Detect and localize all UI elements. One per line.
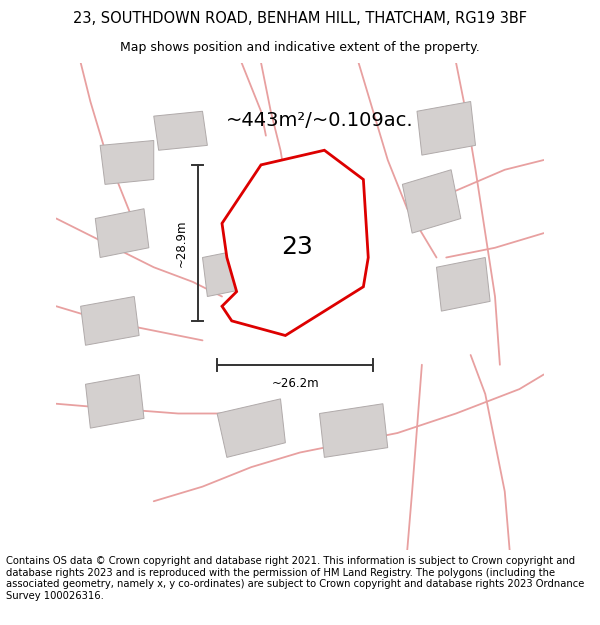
- Polygon shape: [100, 141, 154, 184]
- Polygon shape: [222, 150, 368, 336]
- Text: 23, SOUTHDOWN ROAD, BENHAM HILL, THATCHAM, RG19 3BF: 23, SOUTHDOWN ROAD, BENHAM HILL, THATCHA…: [73, 11, 527, 26]
- Polygon shape: [403, 170, 461, 233]
- Text: ~443m²/~0.109ac.: ~443m²/~0.109ac.: [226, 111, 413, 131]
- Polygon shape: [320, 404, 388, 458]
- Polygon shape: [217, 399, 286, 458]
- Text: Contains OS data © Crown copyright and database right 2021. This information is : Contains OS data © Crown copyright and d…: [6, 556, 584, 601]
- Text: ~28.9m: ~28.9m: [175, 219, 188, 267]
- Polygon shape: [203, 248, 256, 296]
- Polygon shape: [154, 111, 208, 150]
- Polygon shape: [417, 101, 476, 155]
- Polygon shape: [85, 374, 144, 428]
- Polygon shape: [95, 209, 149, 258]
- Polygon shape: [271, 194, 334, 252]
- Text: Map shows position and indicative extent of the property.: Map shows position and indicative extent…: [120, 41, 480, 54]
- Polygon shape: [437, 258, 490, 311]
- Text: 23: 23: [281, 235, 313, 259]
- Polygon shape: [80, 296, 139, 345]
- Text: ~26.2m: ~26.2m: [271, 377, 319, 390]
